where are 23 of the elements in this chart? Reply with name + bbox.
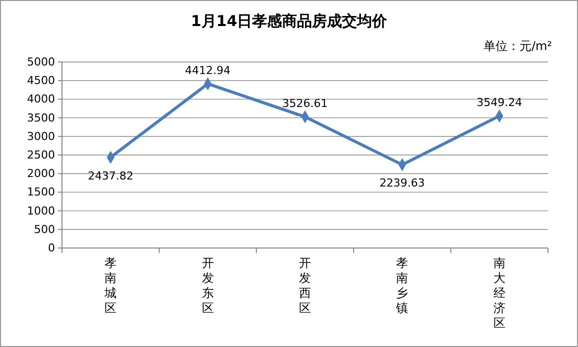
y-tick-label: 1500 xyxy=(27,186,55,199)
chart-title: 1月14日孝感商品房成交均价 xyxy=(190,12,388,30)
y-tick-label: 4500 xyxy=(27,74,55,88)
data-label: 3526.61 xyxy=(282,96,328,110)
data-label: 2239.63 xyxy=(379,176,425,190)
y-tick-label: 3000 xyxy=(27,130,55,143)
text: 单位：元/m² xyxy=(483,39,552,53)
y-tick-label: 500 xyxy=(34,222,55,236)
y-tick-label: 4000 xyxy=(27,92,55,106)
y-tick-label: 3500 xyxy=(27,111,55,124)
x-tick-label: 南大经济区 xyxy=(493,256,506,330)
y-tick-label: 0 xyxy=(48,242,55,255)
x-tick-label: 开发西区 xyxy=(299,256,311,315)
data-label: 2437.82 xyxy=(88,169,134,182)
y-tick-label: 5000 xyxy=(27,56,55,69)
data-label: 3549.24 xyxy=(476,96,522,109)
y-tick-label: 1000 xyxy=(27,204,55,218)
y-tick-label: 2500 xyxy=(27,148,55,162)
y-tick-label: 2000 xyxy=(27,167,55,180)
data-label: 4412.94 xyxy=(185,64,231,77)
x-tick-label: 开发东区 xyxy=(202,256,214,315)
x-tick-label: 孝南乡镇 xyxy=(395,256,408,315)
x-tick-label: 孝南城区 xyxy=(104,256,117,315)
